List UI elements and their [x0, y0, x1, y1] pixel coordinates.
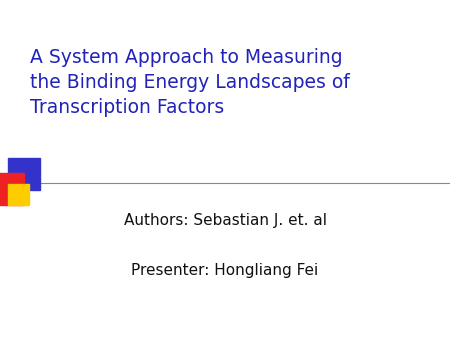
Bar	[8, 184, 29, 205]
Text: A System Approach to Measuring
the Binding Energy Landscapes of
Transcription Fa: A System Approach to Measuring the Bindi…	[30, 48, 350, 117]
Text: Authors: Sebastian J. et. al: Authors: Sebastian J. et. al	[123, 213, 327, 227]
Bar	[0, 173, 24, 205]
Text: Presenter: Hongliang Fei: Presenter: Hongliang Fei	[131, 263, 319, 277]
Bar	[8, 158, 40, 190]
